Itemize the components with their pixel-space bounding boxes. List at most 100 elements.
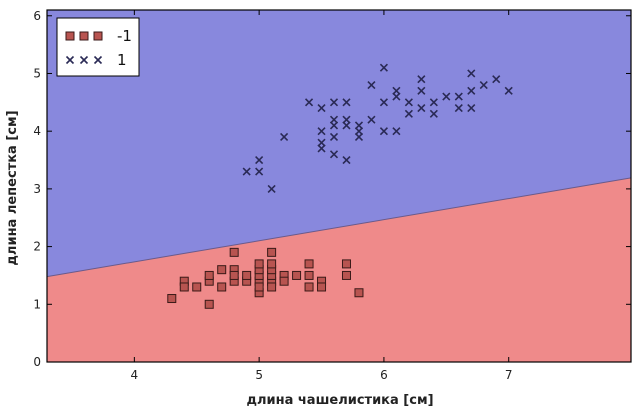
x-marker-stroke (93, 55, 103, 65)
x-tick-label: 6 (380, 368, 388, 382)
data-point-class-1 (392, 127, 401, 136)
data-point-class-1 (329, 132, 339, 142)
data-point-class-minus-1 (204, 270, 214, 280)
data-point-class-minus-1 (192, 282, 202, 292)
data-point-class-minus-1 (267, 247, 277, 257)
y-tick-label: 4 (33, 124, 41, 138)
data-point-class-minus-1 (242, 270, 252, 280)
x-marker-stroke (379, 127, 388, 136)
decision-boundary-line (46, 177, 632, 278)
data-point-class-1 (417, 75, 426, 84)
data-point-class-minus-1 (179, 282, 189, 292)
y-tick-label: 6 (33, 9, 41, 23)
data-point-class-1 (467, 86, 476, 95)
x-marker-stroke (304, 98, 314, 107)
x-marker-stroke (329, 98, 339, 107)
data-point-class-1 (317, 104, 326, 113)
x-marker-stroke (280, 132, 289, 142)
decision-region-minus-1 (47, 177, 631, 362)
x-marker-stroke (367, 80, 376, 90)
x-tick-label: 5 (255, 368, 263, 382)
data-point-class-minus-1 (292, 270, 302, 280)
x-marker-stroke (379, 63, 388, 72)
data-point-class-1 (467, 104, 476, 113)
data-point-class-minus-1 (217, 265, 227, 275)
data-point-class-1 (255, 167, 264, 176)
x-marker-stroke (354, 132, 364, 142)
plot-area (46, 10, 632, 362)
x-axis-label: длина чашелистика [см] (246, 393, 433, 408)
data-point-class-1 (379, 127, 388, 136)
x-marker-stroke (267, 184, 276, 193)
legend: -11 (56, 17, 140, 77)
legend-box (56, 17, 140, 77)
data-point-class-minus-1 (267, 282, 277, 292)
x-marker-stroke (317, 127, 326, 136)
x-marker-stroke (442, 92, 451, 101)
x-marker-stroke (417, 104, 426, 113)
data-point-class-minus-1 (279, 276, 289, 286)
data-point-class-1 (255, 155, 264, 165)
data-point-class-1 (367, 80, 376, 90)
y-axis-label: длина лепестка [см] (5, 110, 20, 265)
data-point-class-1 (267, 184, 276, 193)
x-marker-stroke (404, 98, 413, 107)
data-point-class-1 (454, 104, 463, 113)
legend-entry: -1 (65, 27, 132, 45)
x-marker-stroke (467, 104, 476, 113)
data-point-class-minus-1 (167, 294, 177, 304)
data-point-class-minus-1 (217, 282, 227, 292)
decision-region-1 (47, 10, 631, 277)
data-point-class-minus-1 (254, 282, 264, 292)
x-marker-stroke (417, 86, 426, 95)
data-point-class-1 (342, 121, 351, 130)
x-marker-stroke (404, 109, 413, 118)
data-point-class-1 (367, 115, 376, 124)
legend-marker (93, 55, 103, 65)
data-point-class-1 (280, 132, 289, 142)
legend-marker (93, 31, 103, 41)
data-point-class-1 (492, 75, 501, 84)
x-tick-label: 7 (505, 368, 513, 382)
y-tick-label: 3 (33, 182, 41, 196)
y-tick-label: 0 (33, 355, 41, 369)
x-marker-stroke (342, 155, 351, 165)
data-point-class-1 (379, 63, 388, 72)
x-marker-stroke (392, 92, 401, 101)
data-point-class-1 (429, 109, 438, 118)
data-point-class-minus-1 (267, 259, 277, 269)
x-marker-stroke (429, 98, 438, 107)
data-point-class-minus-1 (354, 288, 364, 298)
x-marker-stroke (479, 80, 488, 90)
legend-marker (79, 31, 89, 41)
x-marker-stroke (329, 150, 339, 159)
data-point-class-1 (379, 98, 388, 107)
data-point-class-1 (317, 127, 326, 136)
plot-frame (46, 9, 632, 363)
data-point-class-1 (404, 98, 413, 107)
data-point-class-1 (329, 121, 339, 130)
data-point-class-minus-1 (254, 259, 264, 269)
x-marker-stroke (242, 167, 251, 176)
x-marker-stroke (467, 69, 476, 78)
x-marker-stroke (379, 98, 388, 107)
data-point-class-minus-1 (304, 282, 314, 292)
y-tick-label: 2 (33, 240, 41, 254)
x-marker-stroke (367, 115, 376, 124)
data-point-class-1 (304, 98, 314, 107)
legend-marker (65, 55, 75, 65)
x-marker-stroke (342, 121, 351, 130)
data-point-class-minus-1 (229, 270, 239, 280)
x-marker-stroke (492, 75, 501, 84)
data-point-class-1 (329, 98, 339, 107)
x-marker-stroke (255, 155, 264, 165)
data-point-class-minus-1 (304, 259, 314, 269)
data-point-class-minus-1 (341, 259, 351, 269)
data-point-class-1 (429, 98, 438, 107)
data-point-class-1 (342, 155, 351, 165)
data-point-class-1 (329, 150, 339, 159)
y-tick-label: 5 (33, 66, 41, 80)
x-marker-stroke (329, 121, 339, 130)
x-marker-stroke (255, 167, 264, 176)
